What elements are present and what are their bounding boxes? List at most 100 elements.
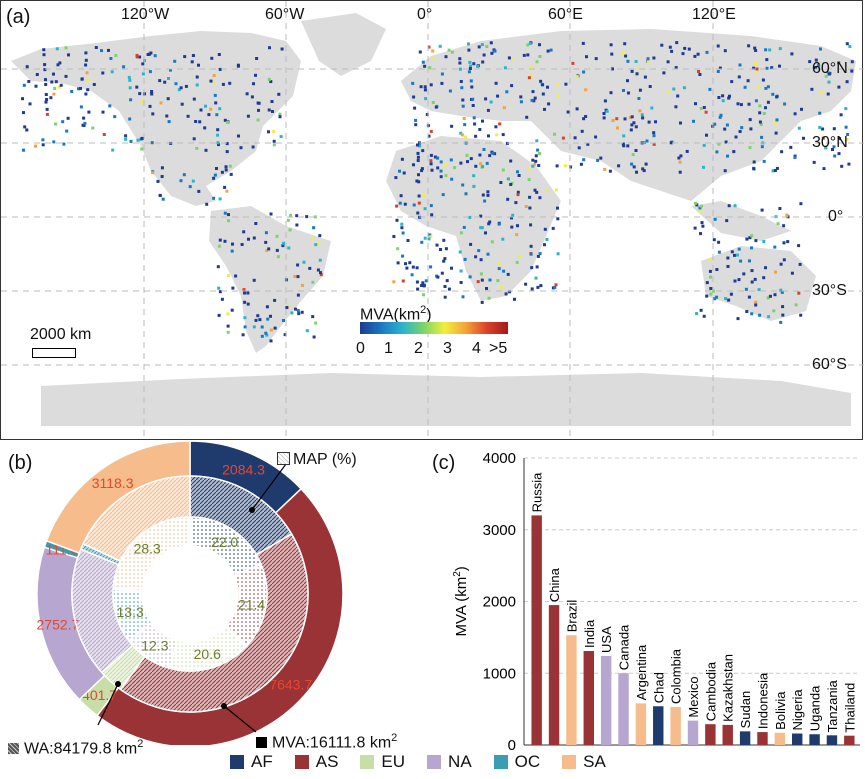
mva-pixel	[52, 92, 56, 96]
bar-chad	[653, 706, 664, 745]
colorbar-tick-5: >5	[489, 340, 508, 357]
mva-pixel	[300, 310, 304, 314]
mva-pixel	[281, 244, 285, 248]
legend-item-as: AS	[294, 752, 339, 772]
mva-pixel	[626, 144, 630, 148]
mva-pixel	[748, 118, 752, 122]
mva-pixel	[506, 272, 510, 276]
mva-pixel	[584, 115, 588, 118]
mva-pixel	[554, 283, 558, 287]
mva-pixel	[667, 90, 671, 94]
mva-pixel	[724, 140, 728, 144]
mva-pixel	[541, 83, 545, 87]
mva-pixel	[594, 57, 598, 61]
mva-pixel	[556, 217, 560, 221]
mva-pixel	[256, 118, 260, 122]
mva-pixel	[528, 41, 532, 45]
mva-pixel	[626, 79, 629, 83]
bar-label-usa: USA	[599, 626, 614, 653]
mva-pixel	[725, 123, 729, 127]
mva-pixel	[195, 75, 199, 79]
mva-pixel	[506, 197, 510, 201]
mva-pixel	[781, 305, 785, 309]
bar-brazil	[566, 635, 577, 745]
mva-pixel	[561, 136, 565, 140]
bar-mexico	[687, 720, 699, 745]
mva-pixel	[845, 138, 849, 141]
mva-pixel	[726, 265, 730, 268]
mva-pixel	[439, 160, 443, 164]
mva-pixel	[224, 165, 228, 169]
mva-pixel	[635, 170, 638, 174]
legend-item-na: NA	[427, 752, 472, 772]
mva-pixel	[79, 105, 83, 109]
mva-pixel	[165, 114, 169, 118]
mva-pixel	[627, 91, 630, 95]
mva-pixel	[810, 87, 814, 91]
mva-pixel	[242, 230, 246, 234]
mva-pixel	[754, 300, 758, 304]
mva-pixel	[295, 214, 299, 218]
mva-pixel	[516, 190, 520, 194]
mva-pixel	[533, 96, 537, 100]
mva-pixel	[506, 177, 510, 181]
mva-pixel	[628, 116, 632, 120]
mva-pixel	[616, 126, 619, 130]
mva-pixel	[538, 43, 541, 47]
mva-pixel	[252, 325, 256, 329]
mva-pixel	[485, 45, 489, 48]
mva-pixel	[444, 174, 448, 178]
mva-pixel	[399, 194, 403, 198]
mva-pixel	[543, 243, 546, 247]
mva-pixel	[282, 241, 286, 245]
mva-pixel	[735, 253, 739, 257]
mva-pixel	[50, 80, 54, 84]
mva-pixel	[486, 252, 490, 256]
mva-pixel	[547, 102, 551, 106]
mva-pixel	[679, 154, 683, 158]
mva-pixel	[79, 87, 82, 90]
mva-pixel	[141, 72, 145, 76]
mva-pixel	[293, 275, 297, 278]
mva-pixel	[205, 202, 209, 206]
mva-pixel	[846, 133, 850, 136]
mva-pixel	[508, 290, 512, 294]
mva-pixel	[536, 148, 540, 152]
mva-pixel	[779, 262, 783, 266]
mva-pixel	[826, 92, 830, 96]
mva-pixel	[226, 324, 230, 328]
mva-pixel	[49, 96, 53, 100]
mva-pixel	[615, 117, 619, 121]
mva-pixel	[153, 54, 157, 58]
y-tick-label: 3000	[483, 522, 516, 539]
mva-pixel	[717, 96, 721, 99]
mva-pixel	[55, 47, 59, 51]
mva-pixel	[459, 231, 463, 235]
mva-pixel	[252, 236, 256, 240]
mva-pixel	[832, 145, 836, 149]
panel-b-label: (b)	[8, 452, 33, 474]
mva-pixel	[43, 63, 47, 67]
mva-pixel	[34, 144, 37, 148]
mva-pixel	[427, 45, 431, 49]
mva-pixel	[824, 74, 828, 78]
mva-pixel	[295, 223, 299, 227]
mva-pixel	[630, 123, 634, 127]
mva-pixel	[638, 109, 642, 113]
mva-pixel	[481, 193, 485, 197]
bar-china	[548, 605, 560, 745]
mva-pixel	[709, 292, 713, 296]
mva-pixel	[421, 281, 425, 285]
mva-pixel	[758, 111, 762, 115]
mva-pixel	[498, 122, 502, 126]
mva-pixel	[725, 219, 729, 223]
legend-text: AS	[315, 752, 339, 771]
mva-pixel	[469, 64, 473, 68]
mva-pixel	[536, 254, 540, 258]
mva-pixel	[501, 133, 505, 137]
mva-leader-dot	[221, 703, 227, 709]
mva-pixel	[708, 258, 712, 262]
mva-pixel	[579, 162, 583, 166]
mva-pixel	[469, 79, 473, 83]
mva-pixel	[34, 84, 38, 88]
